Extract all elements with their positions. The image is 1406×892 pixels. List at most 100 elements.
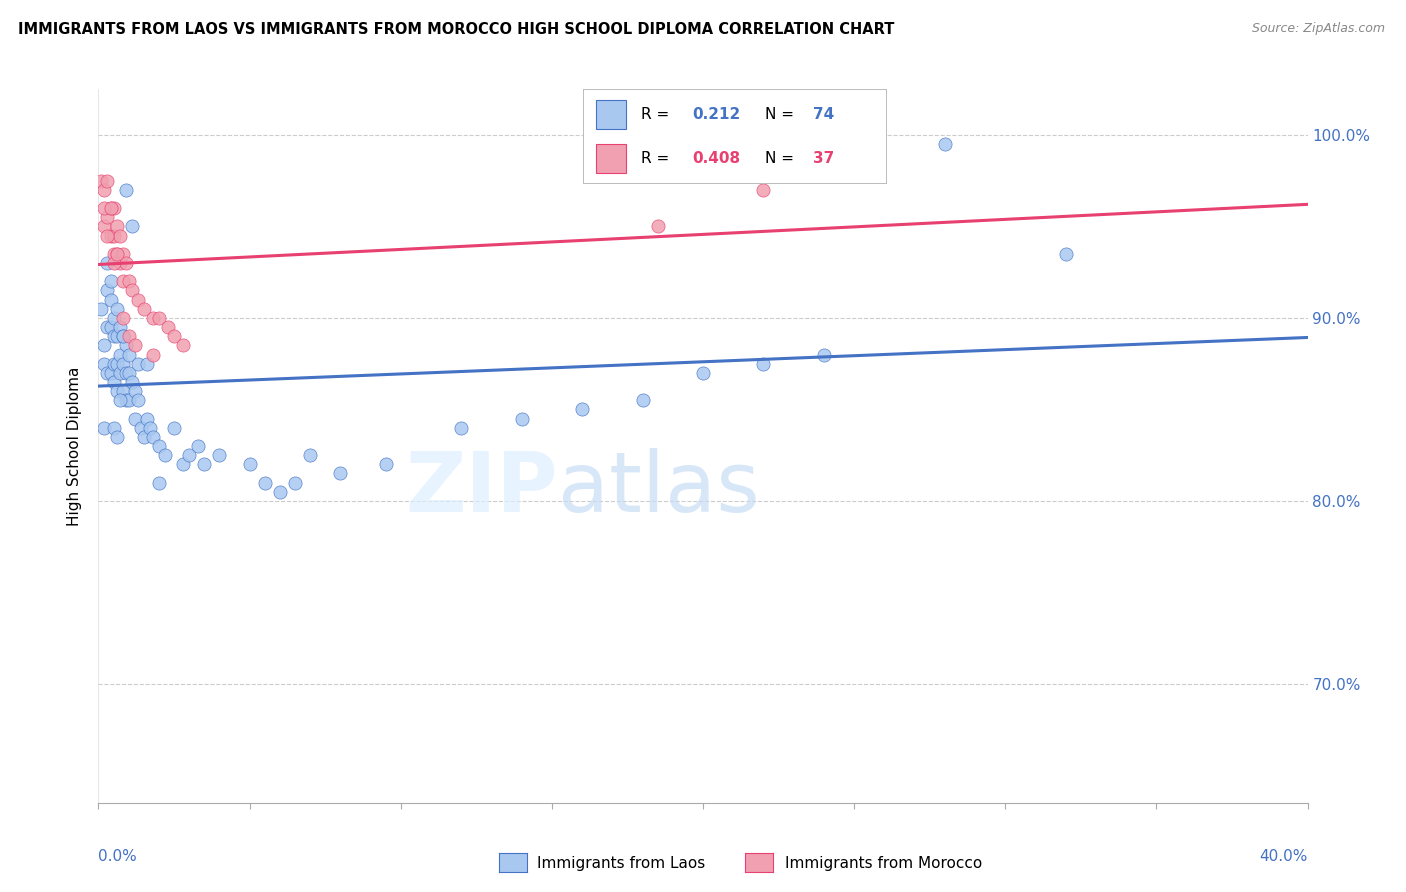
Point bbox=[105, 430, 128, 444]
Point bbox=[96, 284, 118, 298]
Text: IMMIGRANTS FROM LAOS VS IMMIGRANTS FROM MOROCCO HIGH SCHOOL DIPLOMA CORRELATION : IMMIGRANTS FROM LAOS VS IMMIGRANTS FROM … bbox=[18, 22, 894, 37]
Y-axis label: High School Diploma: High School Diploma bbox=[67, 367, 83, 525]
Point bbox=[127, 293, 149, 307]
Text: Source: ZipAtlas.com: Source: ZipAtlas.com bbox=[1251, 22, 1385, 36]
Point bbox=[111, 310, 134, 325]
Point bbox=[156, 320, 179, 334]
Point bbox=[187, 439, 209, 453]
Point bbox=[96, 228, 118, 243]
Point bbox=[124, 384, 146, 398]
Point bbox=[103, 201, 125, 215]
Point bbox=[108, 393, 131, 408]
Point bbox=[114, 256, 136, 270]
Point bbox=[299, 448, 322, 462]
Point bbox=[163, 329, 186, 343]
Point bbox=[108, 320, 131, 334]
Point bbox=[127, 357, 149, 371]
Point bbox=[93, 201, 115, 215]
Point bbox=[111, 274, 134, 288]
Point bbox=[148, 310, 170, 325]
Point bbox=[647, 219, 669, 234]
Point bbox=[1054, 247, 1077, 261]
Point bbox=[132, 430, 155, 444]
Point bbox=[96, 211, 118, 225]
Point bbox=[118, 274, 141, 288]
Point bbox=[114, 393, 136, 408]
Point bbox=[105, 357, 128, 371]
Point bbox=[374, 458, 396, 472]
Point bbox=[571, 402, 593, 417]
Point bbox=[105, 247, 128, 261]
Text: N =: N = bbox=[765, 107, 794, 122]
Point bbox=[93, 420, 115, 434]
Point bbox=[172, 338, 194, 352]
Point bbox=[329, 467, 352, 481]
Point bbox=[121, 284, 143, 298]
Point bbox=[100, 228, 122, 243]
Point bbox=[114, 366, 136, 380]
Text: atlas: atlas bbox=[558, 449, 759, 529]
Point bbox=[96, 174, 118, 188]
Point bbox=[108, 366, 131, 380]
Point bbox=[100, 201, 122, 215]
Point bbox=[752, 357, 775, 371]
Point bbox=[103, 329, 125, 343]
Point bbox=[118, 366, 141, 380]
Point bbox=[142, 310, 165, 325]
Point bbox=[96, 320, 118, 334]
Point bbox=[132, 301, 155, 316]
Point bbox=[239, 458, 262, 472]
Point bbox=[172, 458, 194, 472]
Point bbox=[108, 347, 131, 361]
Point bbox=[450, 420, 472, 434]
Point bbox=[148, 475, 170, 490]
Point bbox=[118, 347, 141, 361]
Point bbox=[103, 357, 125, 371]
Point bbox=[142, 430, 165, 444]
Point bbox=[752, 183, 775, 197]
Point bbox=[100, 293, 122, 307]
Point bbox=[124, 411, 146, 425]
Point bbox=[111, 247, 134, 261]
Point bbox=[111, 329, 134, 343]
Point bbox=[692, 366, 714, 380]
Point bbox=[135, 357, 157, 371]
Point bbox=[108, 256, 131, 270]
Point bbox=[179, 448, 201, 462]
Point bbox=[124, 338, 146, 352]
Text: 40.0%: 40.0% bbox=[1260, 849, 1308, 864]
Point bbox=[121, 375, 143, 389]
Point bbox=[105, 247, 128, 261]
Point bbox=[100, 274, 122, 288]
Text: ZIP: ZIP bbox=[405, 449, 558, 529]
Point bbox=[105, 384, 128, 398]
Text: R =: R = bbox=[641, 107, 669, 122]
Point bbox=[93, 219, 115, 234]
Point bbox=[103, 375, 125, 389]
Text: 0.0%: 0.0% bbox=[98, 849, 138, 864]
Point bbox=[253, 475, 276, 490]
Point bbox=[103, 247, 125, 261]
Point bbox=[93, 183, 115, 197]
Point bbox=[111, 357, 134, 371]
Point bbox=[510, 411, 533, 425]
Point bbox=[139, 420, 162, 434]
Text: 0.408: 0.408 bbox=[692, 151, 741, 166]
Point bbox=[631, 393, 654, 408]
Point bbox=[90, 301, 112, 316]
Point bbox=[114, 183, 136, 197]
Point bbox=[118, 393, 141, 408]
Point bbox=[90, 174, 112, 188]
FancyBboxPatch shape bbox=[596, 144, 626, 173]
Point bbox=[103, 256, 125, 270]
Text: 37: 37 bbox=[813, 151, 835, 166]
Point bbox=[100, 201, 122, 215]
Point bbox=[103, 228, 125, 243]
Point bbox=[105, 329, 128, 343]
Point bbox=[193, 458, 215, 472]
FancyBboxPatch shape bbox=[596, 100, 626, 129]
Point bbox=[142, 347, 165, 361]
Point bbox=[100, 366, 122, 380]
Text: Immigrants from Morocco: Immigrants from Morocco bbox=[785, 856, 981, 871]
Point bbox=[118, 329, 141, 343]
